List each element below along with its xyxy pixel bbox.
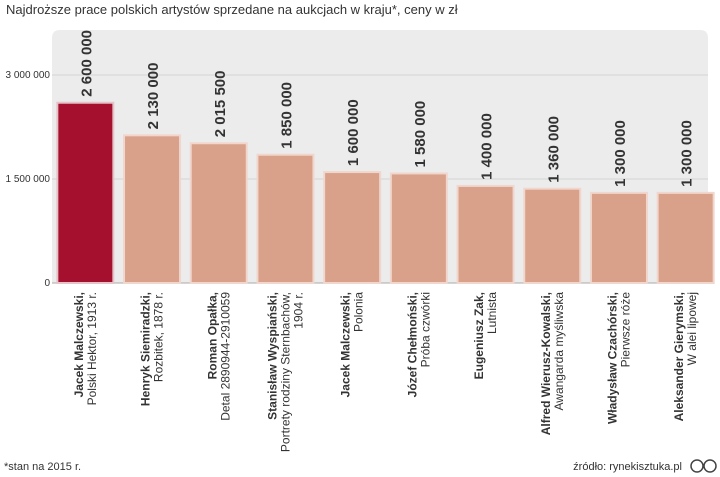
category-label: Władysław Czachórski, — [605, 292, 619, 424]
value-label: 1 300 000 — [612, 120, 629, 187]
work-label: Pierwsze róże — [618, 292, 632, 368]
footnote: *stan na 2015 r. — [4, 461, 81, 473]
work-label: Polonia — [352, 292, 366, 332]
value-label: 1 360 000 — [545, 116, 562, 183]
category-label: Jacek Malczewski, — [339, 292, 353, 397]
work-label: 1904 r. — [291, 292, 305, 329]
y-tick-label: 3 000 000 — [6, 70, 51, 81]
value-label: 1 850 000 — [278, 82, 295, 149]
category-label: Józef Chełmoński, — [405, 292, 419, 397]
bar — [189, 142, 248, 284]
category-label: Roman Opałka, — [205, 292, 219, 379]
work-label: Detal 2890944-2910059 — [218, 292, 232, 421]
work-label: Polski Hektor, 1913 r. — [85, 292, 99, 405]
value-label: 2 600 000 — [78, 30, 95, 97]
bar — [256, 153, 315, 284]
category-label: Henryk Siemiradzki, — [139, 292, 153, 406]
value-label: 2 015 500 — [212, 71, 229, 138]
category-label: Jacek Malczewski, — [72, 292, 86, 397]
value-label: 1 400 000 — [479, 113, 496, 180]
work-label: W alei lipowej — [685, 292, 699, 365]
bar — [589, 191, 648, 284]
value-label: 1 600 000 — [345, 99, 362, 166]
y-tick-label: 0 — [44, 278, 50, 289]
work-label: Awangarda myśliwska — [552, 292, 566, 411]
bar — [656, 191, 715, 284]
bar — [389, 172, 448, 285]
bar — [323, 171, 382, 284]
work-label: Rozbitek, 1878 r. — [152, 292, 166, 382]
bar — [456, 184, 515, 284]
bar — [123, 134, 182, 284]
value-label: 1 300 000 — [679, 120, 696, 187]
bar — [523, 187, 582, 284]
source: źródło: rynekisztuka.pl — [573, 461, 682, 473]
cc-icon — [690, 459, 717, 473]
category-label: Alfred Wierusz-Kowalski, — [539, 292, 553, 435]
value-label: 1 580 000 — [412, 101, 429, 168]
category-label: Aleksander Gierymski, — [672, 292, 686, 421]
work-label: Portrety rodziny Sternbachów, — [278, 292, 292, 452]
category-label: Stanisław Wyspiański, — [265, 292, 279, 420]
value-label: 2 130 000 — [145, 63, 162, 130]
chart-title: Najdroższe prace polskich artystów sprze… — [6, 2, 458, 17]
bar — [56, 101, 115, 284]
y-tick-label: 1 500 000 — [6, 174, 51, 185]
work-label: Próba czwórki — [418, 292, 432, 367]
category-label: Eugeniusz Zak, — [472, 292, 486, 379]
work-label: Lutnista — [485, 292, 499, 334]
